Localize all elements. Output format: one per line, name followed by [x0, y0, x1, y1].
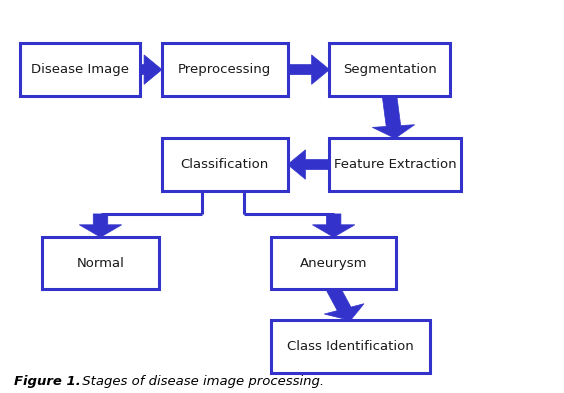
FancyBboxPatch shape [42, 237, 159, 290]
Polygon shape [288, 55, 329, 84]
FancyBboxPatch shape [329, 138, 461, 191]
Text: Classification: Classification [180, 158, 269, 171]
FancyBboxPatch shape [329, 44, 450, 96]
Text: Preprocessing: Preprocessing [178, 63, 271, 76]
Polygon shape [140, 55, 162, 84]
Text: Aneurysm: Aneurysm [300, 257, 367, 270]
Polygon shape [288, 150, 329, 179]
Text: Feature Extraction: Feature Extraction [334, 158, 456, 171]
Text: Disease Image: Disease Image [30, 63, 129, 76]
FancyBboxPatch shape [162, 138, 288, 191]
Text: Stages of disease image processing.: Stages of disease image processing. [78, 375, 324, 388]
FancyBboxPatch shape [20, 44, 140, 96]
Polygon shape [80, 214, 122, 237]
FancyBboxPatch shape [162, 44, 288, 96]
Text: Figure 1.: Figure 1. [14, 375, 81, 388]
FancyBboxPatch shape [271, 320, 430, 373]
Polygon shape [312, 214, 355, 237]
Text: Segmentation: Segmentation [342, 63, 437, 76]
Text: Normal: Normal [77, 257, 125, 270]
FancyBboxPatch shape [271, 237, 396, 290]
Polygon shape [324, 288, 364, 320]
Text: Class Identification: Class Identification [287, 340, 414, 353]
Polygon shape [372, 95, 415, 138]
